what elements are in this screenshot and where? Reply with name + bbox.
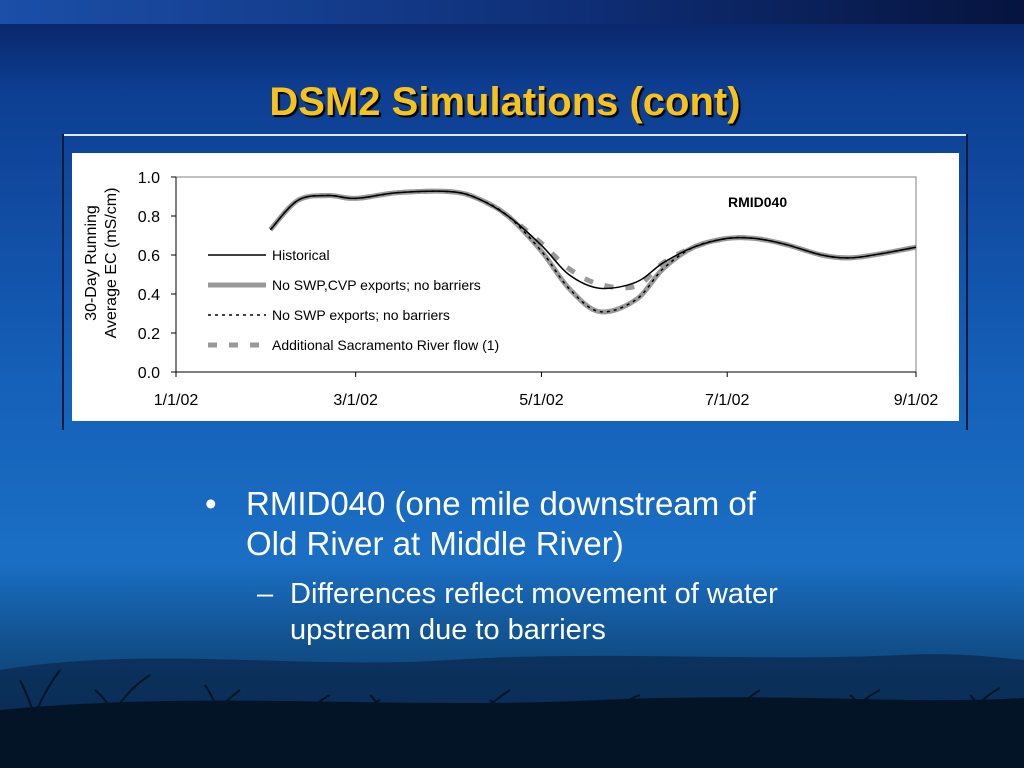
chart-frame-right-border bbox=[966, 134, 968, 430]
x-tick-label: 5/1/02 bbox=[519, 392, 564, 409]
x-tick-label: 7/1/02 bbox=[705, 392, 750, 409]
legend-label: No SWP exports; no barriers bbox=[272, 307, 450, 323]
slide-title: DSM2 Simulations (cont) bbox=[269, 80, 741, 124]
series-line-3 bbox=[269, 190, 917, 313]
chart-frame-left-border bbox=[62, 134, 64, 430]
y-tick-label: 0.2 bbox=[138, 326, 160, 343]
sub-bullet-text-line-1: Differences reflect movement of water bbox=[290, 578, 778, 610]
sub-bullet-marker: – bbox=[257, 578, 274, 610]
bullet-marker: • bbox=[205, 485, 217, 522]
y-tick-label: 0.4 bbox=[138, 287, 160, 304]
chart-svg: 0.0 0.2 0.4 0.6 0.8 1.0 1/1/02 3/1/02 5/1/02 7/1/… bbox=[83, 170, 939, 409]
top-banner bbox=[0, 0, 1024, 24]
bullet-list: • RMID040 (one mile downstream of Old Ri… bbox=[205, 484, 905, 648]
bullet-text-line-1: RMID040 (one mile downstream of bbox=[246, 485, 756, 522]
series-line-4 bbox=[268, 188, 917, 291]
bullet-item: • RMID040 (one mile downstream of Old Ri… bbox=[205, 484, 905, 564]
y-tick-label: 0.8 bbox=[138, 209, 160, 226]
x-tick-label: 9/1/02 bbox=[894, 392, 939, 409]
x-tick-label: 3/1/02 bbox=[333, 392, 378, 409]
series-line-1 bbox=[269, 190, 917, 290]
legend-label: Additional Sacramento River flow (1) bbox=[272, 337, 499, 353]
series-line-2 bbox=[268, 188, 917, 315]
legend-label: No SWP,CVP exports; no barriers bbox=[272, 277, 481, 293]
chart-panel: 0.0 0.2 0.4 0.6 0.8 1.0 1/1/02 3/1/02 5/1/02 7/1/… bbox=[72, 153, 959, 421]
y-axis-title-line: Average EC (mS/cm) bbox=[103, 188, 120, 339]
title-divider bbox=[62, 134, 968, 136]
legend-label: Historical bbox=[272, 247, 330, 263]
station-label: RMID040 bbox=[728, 194, 787, 210]
sub-bullet-item: – Differences reflect movement of water … bbox=[205, 576, 905, 648]
y-axis-title-line: 30-Day Running bbox=[83, 205, 100, 321]
grass-silhouette bbox=[0, 654, 1024, 768]
y-tick-label: 0.0 bbox=[138, 365, 160, 382]
y-tick-label: 1.0 bbox=[138, 170, 160, 187]
y-axis-title: 30-Day Running Average EC (mS/cm) bbox=[83, 188, 120, 339]
bullet-text-line-2: Old River at Middle River) bbox=[246, 525, 624, 562]
sub-bullet-text-line-2: upstream due to barriers bbox=[290, 614, 606, 646]
y-tick-label: 0.6 bbox=[138, 248, 160, 265]
x-tick-label: 1/1/02 bbox=[154, 392, 199, 409]
